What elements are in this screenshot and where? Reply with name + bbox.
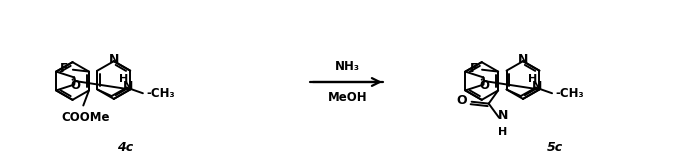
Text: -CH₃: -CH₃ (556, 87, 584, 100)
Text: -CH₃: -CH₃ (147, 87, 175, 100)
Text: NH₃: NH₃ (335, 60, 360, 73)
Text: H: H (119, 74, 129, 84)
Text: N: N (498, 109, 508, 122)
Text: MeOH: MeOH (328, 91, 367, 104)
Text: N: N (518, 53, 528, 66)
Text: N: N (108, 53, 119, 66)
Text: F: F (60, 62, 69, 75)
Text: H: H (498, 127, 507, 137)
Text: 5c: 5c (547, 141, 563, 154)
Text: H: H (528, 74, 538, 84)
Text: N: N (532, 80, 542, 93)
Text: O: O (456, 94, 467, 107)
Text: 4c: 4c (117, 141, 134, 154)
Text: O: O (480, 79, 489, 92)
Text: COOMe: COOMe (61, 111, 110, 124)
Text: F: F (470, 62, 478, 75)
Text: O: O (70, 79, 80, 92)
Text: N: N (122, 80, 133, 93)
